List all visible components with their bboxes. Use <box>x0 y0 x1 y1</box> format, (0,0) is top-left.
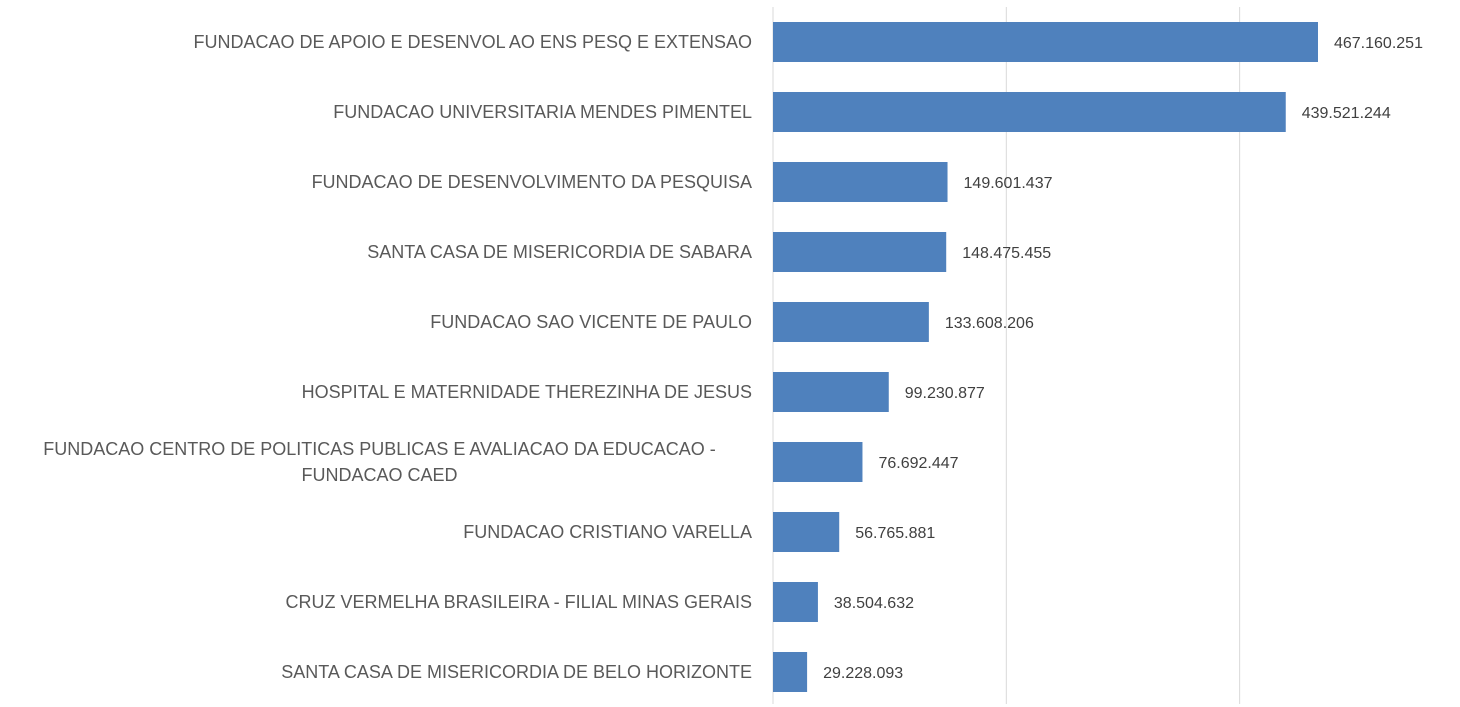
data-label: 99.230.877 <box>905 385 985 402</box>
category-label: FUNDACAO DE APOIO E DESENVOL AO ENS PESQ… <box>193 32 752 52</box>
category-label-box: SANTA CASA DE MISERICORDIA DE SABARA <box>0 217 752 287</box>
data-label: 56.765.881 <box>855 525 935 542</box>
data-label: 29.228.093 <box>823 665 903 682</box>
category-label: FUNDACAO CRISTIANO VARELLA <box>463 522 752 542</box>
category-label-box: FUNDACAO SAO VICENTE DE PAULO <box>0 287 752 357</box>
bar <box>773 652 808 692</box>
bar <box>773 372 889 412</box>
data-label: 439.521.244 <box>1302 105 1391 122</box>
category-label-box: FUNDACAO CRISTIANO VARELLA <box>0 497 752 567</box>
data-label: 133.608.206 <box>945 315 1034 332</box>
bar <box>773 22 1318 62</box>
category-label: HOSPITAL E MATERNIDADE THEREZINHA DE JES… <box>301 382 752 402</box>
category-label-box: HOSPITAL E MATERNIDADE THEREZINHA DE JES… <box>0 357 752 427</box>
category-label-box: FUNDACAO CENTRO DE POLITICAS PUBLICAS E … <box>0 427 752 497</box>
bar <box>773 162 948 202</box>
category-label: SANTA CASA DE MISERICORDIA DE SABARA <box>367 242 752 262</box>
category-label: FUNDACAO SAO VICENTE DE PAULO <box>430 312 752 332</box>
category-label: FUNDACAO DE DESENVOLVIMENTO DA PESQUISA <box>311 172 752 192</box>
category-label: CRUZ VERMELHA BRASILEIRA - FILIAL MINAS … <box>285 592 752 612</box>
category-label-box: FUNDACAO DE APOIO E DESENVOL AO ENS PESQ… <box>0 7 752 77</box>
bar <box>773 442 863 482</box>
category-label: FUNDACAO UNIVERSITARIA MENDES PIMENTEL <box>333 102 752 122</box>
category-label: SANTA CASA DE MISERICORDIA DE BELO HORIZ… <box>281 662 752 682</box>
category-label: FUNDACAO CENTRO DE POLITICAS PUBLICAS E … <box>43 439 716 485</box>
data-label: 76.692.447 <box>878 455 958 472</box>
category-label-box: FUNDACAO DE DESENVOLVIMENTO DA PESQUISA <box>0 147 752 217</box>
category-label-box: SANTA CASA DE MISERICORDIA DE BELO HORIZ… <box>0 637 752 707</box>
bar <box>773 232 947 272</box>
bar <box>773 302 929 342</box>
data-label: 148.475.455 <box>962 245 1051 262</box>
data-label: 467.160.251 <box>1334 35 1423 52</box>
data-label: 149.601.437 <box>964 175 1053 192</box>
category-label-box: CRUZ VERMELHA BRASILEIRA - FILIAL MINAS … <box>0 567 752 637</box>
category-label-box: FUNDACAO UNIVERSITARIA MENDES PIMENTEL <box>0 77 752 147</box>
data-label: 38.504.632 <box>834 595 914 612</box>
bar <box>773 582 818 622</box>
bar <box>773 92 1286 132</box>
bar <box>773 512 840 552</box>
